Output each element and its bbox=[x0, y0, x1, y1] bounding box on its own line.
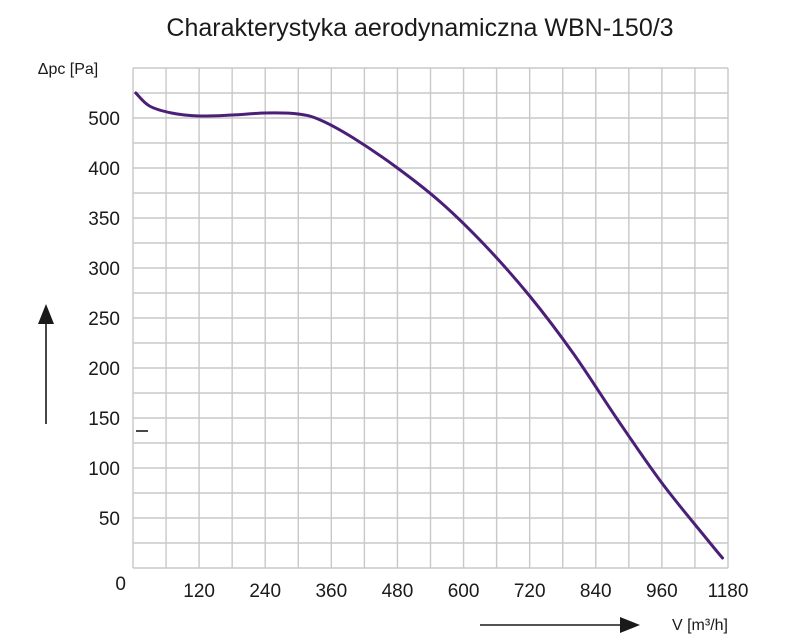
x-tick-label: 120 bbox=[183, 581, 215, 602]
y-tick-label: 250 bbox=[88, 309, 120, 330]
y-tick-labels: 0 50 100 150 200 250 300 350 400 500 bbox=[88, 109, 126, 595]
y-axis-label: Δpc [Pa] bbox=[38, 61, 99, 78]
y-tick-label: 150 bbox=[88, 409, 120, 430]
y-tick-label: 400 bbox=[88, 159, 120, 180]
x-tick-label: 480 bbox=[382, 581, 414, 602]
x-tick-label: 600 bbox=[448, 581, 480, 602]
x-tick-label: 240 bbox=[249, 581, 281, 602]
x-axis-arrowhead bbox=[620, 617, 640, 633]
y-tick-label: 50 bbox=[99, 509, 120, 530]
x-tick-label: 960 bbox=[646, 581, 678, 602]
x-tick-label: 840 bbox=[580, 581, 612, 602]
x-axis-label: V [m³/h] bbox=[672, 617, 728, 634]
y-tick-label: 0 bbox=[115, 574, 126, 595]
y-tick-label: 100 bbox=[88, 459, 120, 480]
x-tick-labels: 120 240 360 480 600 720 840 960 1180 bbox=[183, 581, 748, 602]
y-tick-label: 200 bbox=[88, 359, 120, 380]
x-tick-label: 720 bbox=[514, 581, 546, 602]
x-tick-label: 1180 bbox=[708, 581, 749, 602]
x-tick-label: 360 bbox=[315, 581, 347, 602]
chart-title: Charakterystyka aerodynamiczna WBN-150/3 bbox=[166, 14, 673, 42]
y-tick-label: 350 bbox=[88, 209, 120, 230]
series-line bbox=[134, 91, 724, 560]
y-axis-arrowhead bbox=[38, 304, 54, 324]
y-tick-label: 500 bbox=[88, 109, 120, 130]
y-tick-label: 300 bbox=[88, 259, 120, 280]
grid bbox=[132, 67, 729, 569]
